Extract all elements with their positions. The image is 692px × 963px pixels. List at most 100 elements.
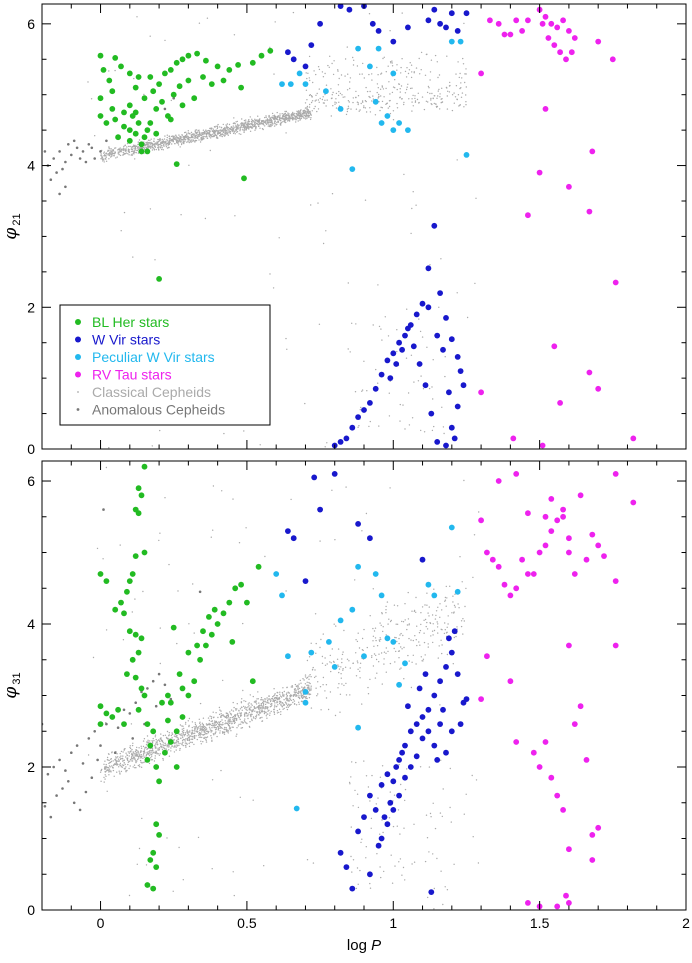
background-point bbox=[300, 700, 303, 702]
data-point bbox=[226, 67, 233, 73]
background-point bbox=[324, 99, 326, 102]
background-point bbox=[206, 733, 208, 735]
data-point bbox=[448, 424, 455, 431]
background-point bbox=[461, 77, 463, 79]
data-point bbox=[612, 471, 619, 477]
background-point bbox=[158, 754, 161, 756]
background-point bbox=[408, 69, 411, 71]
data-point bbox=[484, 549, 490, 556]
background-point bbox=[267, 713, 269, 715]
background-point bbox=[201, 722, 204, 724]
data-point bbox=[434, 332, 441, 339]
data-point bbox=[206, 614, 212, 620]
background-point bbox=[185, 131, 187, 133]
data-point bbox=[67, 143, 70, 146]
background-point bbox=[251, 710, 254, 713]
x-tick-label: 0 bbox=[97, 915, 105, 931]
background-point bbox=[365, 775, 368, 777]
background-point bbox=[120, 764, 122, 766]
background-point bbox=[271, 123, 273, 125]
background-point bbox=[376, 83, 379, 85]
background-point bbox=[465, 104, 467, 106]
data-point bbox=[235, 62, 242, 68]
background-point bbox=[349, 81, 351, 83]
background-point bbox=[399, 668, 401, 670]
background-point bbox=[188, 717, 191, 720]
background-point bbox=[358, 425, 360, 427]
background-point bbox=[279, 693, 281, 695]
background-point bbox=[243, 126, 245, 128]
background-point bbox=[157, 143, 160, 146]
background-point bbox=[247, 717, 249, 720]
data-point bbox=[495, 563, 502, 570]
background-point bbox=[293, 700, 296, 702]
data-point bbox=[367, 535, 373, 542]
background-point bbox=[404, 879, 406, 881]
data-point bbox=[78, 808, 82, 812]
background-point bbox=[124, 153, 127, 155]
background-point bbox=[270, 125, 272, 128]
background-point bbox=[131, 148, 134, 151]
background-point bbox=[176, 734, 178, 737]
data-point bbox=[135, 649, 142, 656]
background-point bbox=[108, 147, 110, 149]
background-point bbox=[320, 638, 322, 641]
background-point bbox=[184, 734, 186, 736]
background-point bbox=[162, 144, 165, 146]
data-point bbox=[112, 116, 119, 123]
background-point bbox=[357, 102, 359, 104]
data-point bbox=[369, 20, 376, 27]
background-point bbox=[381, 765, 384, 767]
background-point bbox=[157, 739, 160, 741]
background-point bbox=[365, 111, 368, 113]
background-point bbox=[396, 623, 399, 625]
background-point bbox=[428, 851, 430, 853]
background-point bbox=[199, 727, 201, 729]
data-point bbox=[443, 749, 449, 756]
background-point bbox=[264, 125, 266, 127]
data-point bbox=[390, 350, 397, 357]
background-point bbox=[221, 727, 223, 729]
background-point bbox=[475, 779, 478, 781]
background-point bbox=[135, 152, 137, 154]
background-point bbox=[272, 287, 275, 289]
background-point bbox=[372, 635, 375, 637]
background-point bbox=[213, 725, 216, 727]
background-point bbox=[227, 131, 230, 133]
background-point bbox=[161, 138, 164, 141]
background-point bbox=[304, 697, 307, 699]
data-point bbox=[126, 127, 133, 133]
background-point bbox=[246, 126, 248, 128]
background-point bbox=[389, 112, 392, 115]
background-point bbox=[127, 751, 129, 753]
background-point bbox=[297, 120, 299, 122]
background-point bbox=[228, 129, 230, 131]
background-point bbox=[187, 140, 189, 143]
data-point bbox=[525, 900, 531, 906]
background-point bbox=[381, 86, 384, 88]
data-point bbox=[144, 127, 151, 133]
background-point bbox=[211, 739, 213, 741]
data-point bbox=[542, 13, 549, 20]
background-point bbox=[290, 498, 292, 501]
background-point bbox=[168, 140, 171, 143]
background-point bbox=[426, 53, 428, 55]
background-point bbox=[370, 817, 373, 820]
background-point bbox=[280, 711, 282, 713]
background-point bbox=[310, 642, 312, 644]
background-point bbox=[447, 615, 449, 617]
background-point bbox=[224, 720, 226, 722]
data-point bbox=[159, 699, 165, 706]
background-point bbox=[170, 750, 172, 752]
background-point bbox=[144, 752, 146, 754]
data-point bbox=[349, 166, 356, 173]
data-point bbox=[144, 882, 151, 888]
data-point bbox=[173, 764, 180, 770]
background-point bbox=[146, 735, 149, 737]
background-point bbox=[220, 135, 222, 137]
background-point bbox=[131, 753, 133, 756]
background-point bbox=[337, 648, 340, 650]
background-point bbox=[132, 742, 134, 744]
background-point bbox=[268, 702, 270, 704]
background-point bbox=[222, 123, 224, 126]
